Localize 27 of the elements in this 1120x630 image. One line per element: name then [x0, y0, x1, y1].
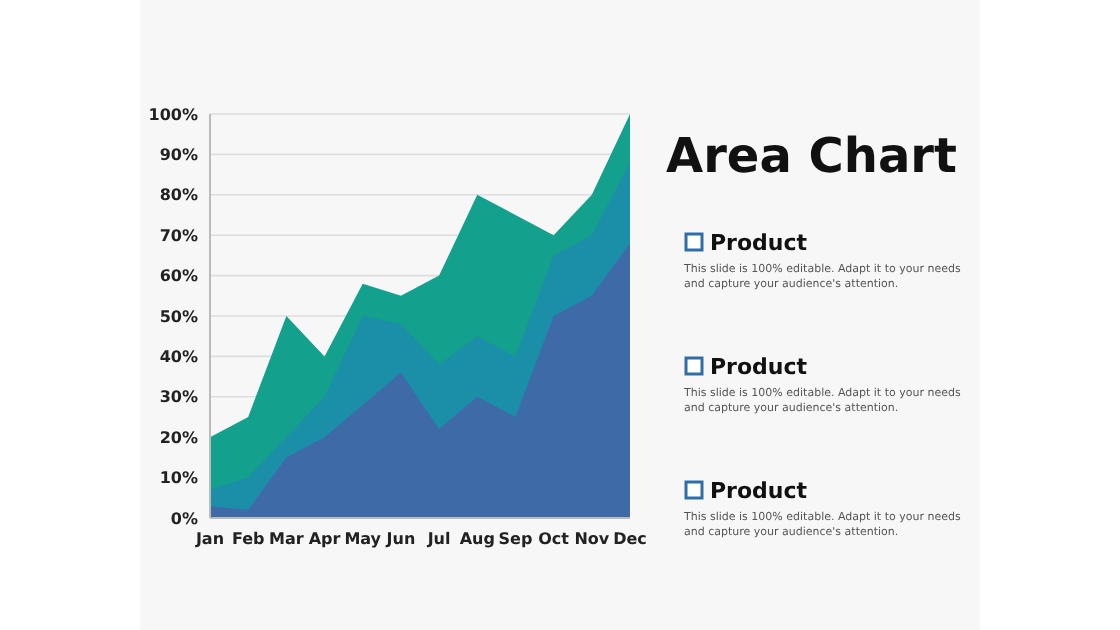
text: Product — [710, 230, 808, 256]
x-tick-label: Aug — [459, 530, 496, 548]
y-tick-label: 70% — [159, 226, 198, 245]
y-tick-label: 40% — [159, 348, 198, 366]
x-tick-label: Mar — [269, 530, 304, 548]
y-tick-label: 90% — [159, 146, 198, 164]
x-tick-label: Feb — [231, 530, 266, 548]
x-tick-label: Jan — [193, 530, 225, 548]
y-tick-label: 20% — [159, 428, 198, 447]
text: Product — [710, 354, 808, 380]
y-tick-label: 60% — [159, 267, 198, 286]
x-tick-label: Dec — [613, 530, 648, 548]
x-tick-label: May — [344, 530, 383, 548]
x-tick-label: Apr — [308, 530, 341, 548]
x-tick-label: Nov — [574, 530, 611, 548]
y-tick-label: 80% — [159, 186, 198, 205]
x-tick-label: Jun — [384, 530, 416, 548]
text: Area Chart — [666, 128, 957, 184]
y-tick-label: 0% — [170, 509, 198, 528]
text: Product — [710, 478, 808, 504]
x-tick-label: Oct — [538, 530, 570, 548]
x-tick-label: Sep — [498, 530, 533, 548]
y-tick-label: 30% — [159, 388, 198, 407]
y-tick-label: 100% — [148, 105, 198, 124]
y-tick-label: 50% — [159, 307, 198, 326]
y-tick-label: 10% — [159, 469, 198, 488]
x-tick-label: Jul — [425, 530, 452, 548]
